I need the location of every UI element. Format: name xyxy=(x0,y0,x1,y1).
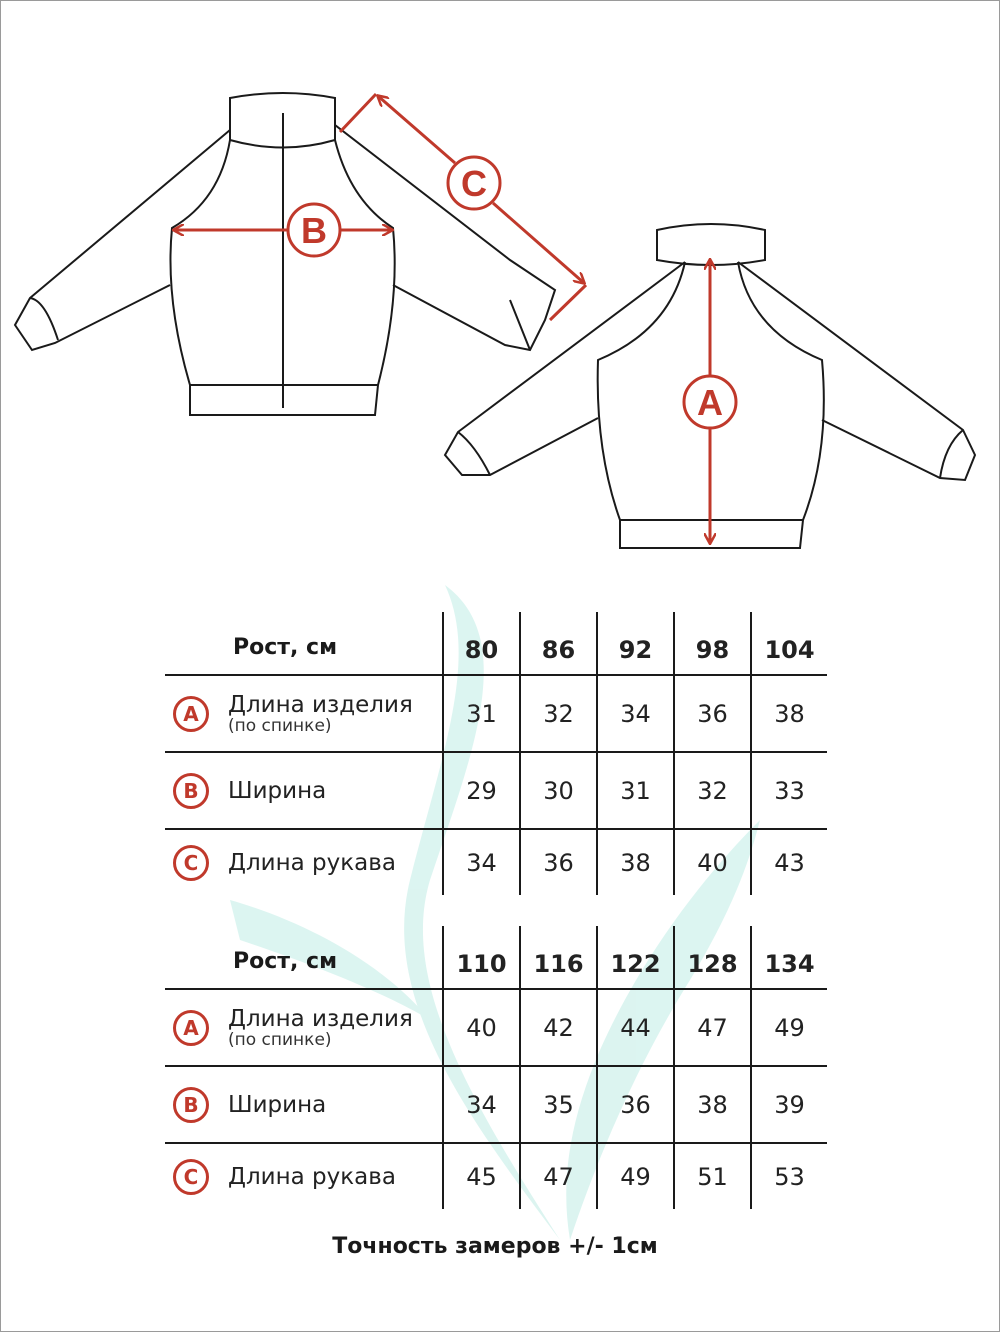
size-table-2: Рост, см 110 116 122 128 134 A Длина изделия (по… xyxy=(165,926,827,1209)
row-label: C Длина рукава xyxy=(165,1144,442,1209)
row-label-text: Длина изделия (по спинке) xyxy=(228,1007,413,1049)
value-cell: 31 xyxy=(596,753,673,828)
value-cell: 45 xyxy=(442,1144,519,1209)
measurement-arrow-b: B xyxy=(174,202,392,258)
value-cell: 36 xyxy=(673,676,750,751)
value-cell: 33 xyxy=(750,753,827,828)
value-cell: 40 xyxy=(442,990,519,1065)
size-header: 116 xyxy=(519,926,596,988)
table-row: B Ширина 34 35 36 38 39 xyxy=(165,1067,827,1144)
value-cell: 49 xyxy=(596,1144,673,1209)
value-cell: 34 xyxy=(442,1067,519,1142)
measurement-accuracy-note: Точность замеров +/- 1см xyxy=(332,1234,658,1259)
row-label: B Ширина xyxy=(165,1067,442,1142)
row-label-text: Ширина xyxy=(228,779,326,803)
size-table-1: Рост, см 80 86 92 98 104 A Длина изделия (по спи… xyxy=(165,612,827,895)
table-row: C Длина рукава 34 36 38 40 43 xyxy=(165,830,827,895)
marker-a-letter: A xyxy=(697,382,723,423)
table-row: A Длина изделия (по спинке) 40 42 44 47 49 xyxy=(165,990,827,1067)
value-cell: 38 xyxy=(750,676,827,751)
value-cell: 49 xyxy=(750,990,827,1065)
value-cell: 40 xyxy=(673,830,750,895)
size-header: 98 xyxy=(673,612,750,674)
size-header: 110 xyxy=(442,926,519,988)
marker-badge-a: A xyxy=(173,695,209,732)
value-cell: 31 xyxy=(442,676,519,751)
value-cell: 34 xyxy=(596,676,673,751)
value-cell: 36 xyxy=(596,1067,673,1142)
header-label: Рост, см xyxy=(233,949,338,974)
marker-badge-b: B xyxy=(173,1086,209,1123)
marker-badge-a: A xyxy=(173,1009,209,1046)
marker-badge-b: B xyxy=(173,772,209,809)
measurement-name: Ширина xyxy=(228,777,327,804)
size-header: 122 xyxy=(596,926,673,988)
table-header-row: Рост, см 110 116 122 128 134 xyxy=(165,926,827,990)
watermark-leaf-icon xyxy=(230,585,760,1240)
measurement-name: Ширина xyxy=(228,1091,327,1118)
marker-c-letter: C xyxy=(461,163,487,204)
value-cell: 30 xyxy=(519,753,596,828)
row-label-text: Длина рукава xyxy=(228,1165,396,1189)
size-header: 134 xyxy=(750,926,827,988)
value-cell: 34 xyxy=(442,830,519,895)
value-cell: 35 xyxy=(519,1067,596,1142)
value-cell: 39 xyxy=(750,1067,827,1142)
marker-badge-c: C xyxy=(173,844,209,881)
measurement-name: Длина изделия xyxy=(228,1005,413,1032)
header-label: Рост, см xyxy=(233,635,338,660)
value-cell: 44 xyxy=(596,990,673,1065)
measurement-arrow-c: C xyxy=(338,92,588,322)
value-cell: 53 xyxy=(750,1144,827,1209)
value-cell: 47 xyxy=(673,990,750,1065)
table-row: B Ширина 29 30 31 32 33 xyxy=(165,753,827,830)
row-label-text: Длина рукава xyxy=(228,851,396,875)
back-jacket-illustration xyxy=(443,223,977,549)
table-row: C Длина рукава 45 47 49 51 53 xyxy=(165,1144,827,1209)
size-header: 92 xyxy=(596,612,673,674)
size-header: 128 xyxy=(673,926,750,988)
row-label-text: Ширина xyxy=(228,1093,326,1117)
size-header: 86 xyxy=(519,612,596,674)
measurement-note: (по спинке) xyxy=(228,715,332,736)
measurement-name: Длина изделия xyxy=(228,691,413,718)
row-label: C Длина рукава xyxy=(165,830,442,895)
value-cell: 36 xyxy=(519,830,596,895)
value-cell: 32 xyxy=(673,753,750,828)
row-label: B Ширина xyxy=(165,753,442,828)
value-cell: 51 xyxy=(673,1144,750,1209)
marker-badge-c: C xyxy=(173,1158,209,1195)
size-header: 80 xyxy=(442,612,519,674)
value-cell: 38 xyxy=(596,830,673,895)
value-cell: 47 xyxy=(519,1144,596,1209)
row-label: A Длина изделия (по спинке) xyxy=(165,676,442,751)
size-header: 104 xyxy=(750,612,827,674)
measurement-note: (по спинке) xyxy=(228,1029,332,1050)
value-cell: 38 xyxy=(673,1067,750,1142)
value-cell: 43 xyxy=(750,830,827,895)
marker-b-letter: B xyxy=(301,210,327,251)
measurement-name: Длина рукава xyxy=(228,1163,396,1190)
front-jacket-illustration xyxy=(13,92,557,416)
table-header-row: Рост, см 80 86 92 98 104 xyxy=(165,612,827,676)
value-cell: 32 xyxy=(519,676,596,751)
measurement-arrow-a: A xyxy=(682,260,738,543)
row-label: A Длина изделия (по спинке) xyxy=(165,990,442,1065)
table-row: A Длина изделия (по спинке) 31 32 34 36 38 xyxy=(165,676,827,753)
row-label-text: Длина изделия (по спинке) xyxy=(228,693,413,735)
value-cell: 42 xyxy=(519,990,596,1065)
measurement-name: Длина рукава xyxy=(228,849,396,876)
value-cell: 29 xyxy=(442,753,519,828)
